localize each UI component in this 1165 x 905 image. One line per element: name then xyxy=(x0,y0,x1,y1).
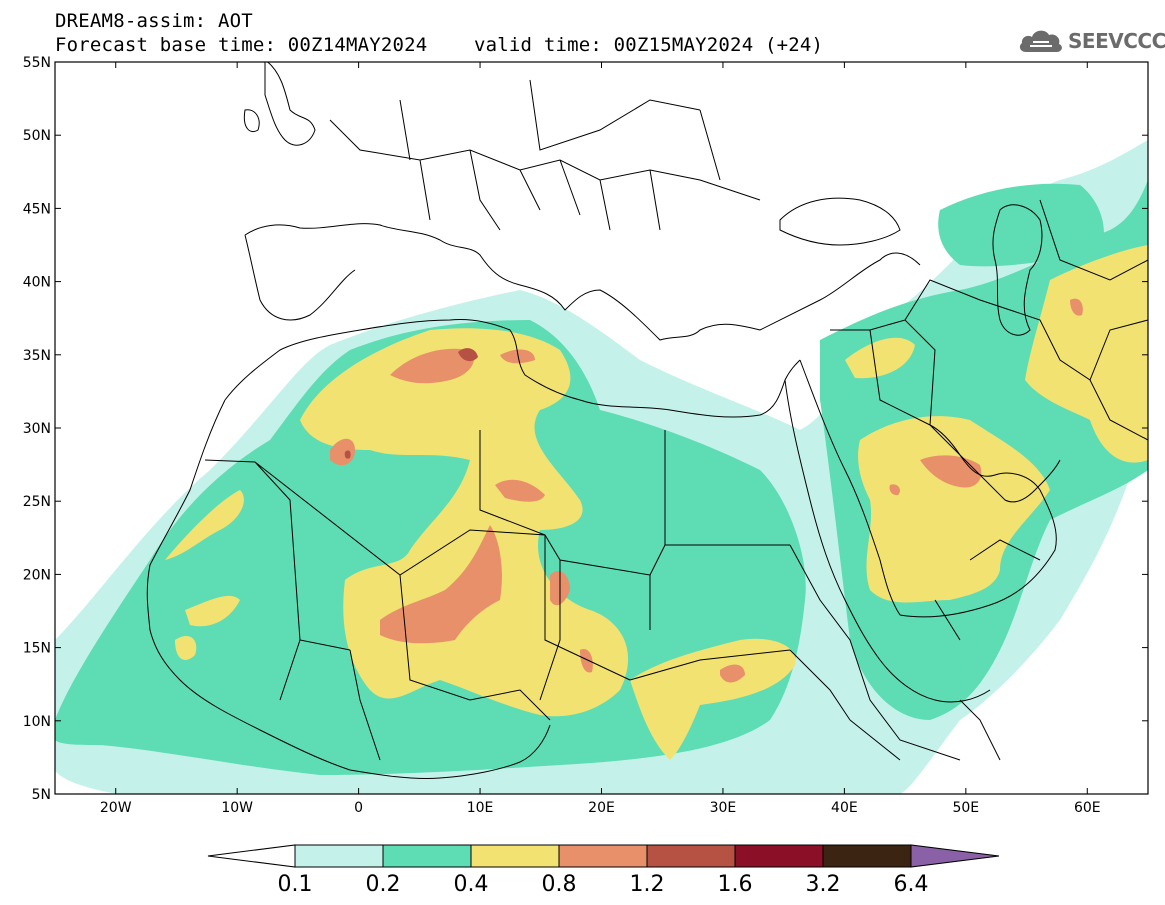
colorbar-label: 0.8 xyxy=(542,872,577,897)
lat-tick-label: 40N xyxy=(23,275,51,291)
colorbar-swatch xyxy=(294,844,384,868)
colorbar-swatch xyxy=(646,844,736,868)
lat-tick-label: 45N xyxy=(23,201,51,217)
colorbar-high-arrow xyxy=(910,844,1000,868)
colorbar-swatch xyxy=(470,844,560,868)
aot-field xyxy=(55,140,1148,794)
longitude-axis: 20W 10W 0 10E 20E 30E 40E 50E 60E xyxy=(100,62,1101,816)
lon-tick-label: 0 xyxy=(354,800,363,816)
coastline-black-sea xyxy=(779,197,901,246)
colorbar-label: 3.2 xyxy=(806,872,841,897)
map-title: DREAM8-assim: AOT xyxy=(55,10,253,32)
lat-tick-label: 5N xyxy=(32,787,51,803)
cloud-icon xyxy=(1019,30,1062,52)
seevccc-logo: SEEVCCC xyxy=(1018,26,1165,56)
coastline-north-africa xyxy=(224,319,801,418)
lat-tick-label: 55N xyxy=(23,55,51,71)
lon-tick-label: 40E xyxy=(831,800,858,816)
coastlines-borders xyxy=(146,62,1148,779)
colorbar-swatch xyxy=(734,844,824,868)
lon-tick-label: 50E xyxy=(952,800,979,816)
borders-east-africa xyxy=(789,544,1001,761)
colorbar-label: 1.2 xyxy=(630,872,665,897)
lon-tick-label: 60E xyxy=(1074,800,1101,816)
colorbar-label: 0.1 xyxy=(278,872,313,897)
lat-tick-label: 25N xyxy=(23,494,51,510)
colorbar-label: 0.4 xyxy=(454,872,489,897)
lon-tick-label: 20W xyxy=(100,800,132,816)
lat-tick-label: 50N xyxy=(23,128,51,144)
lat-tick-label: 35N xyxy=(23,348,51,364)
colorbar-swatch xyxy=(822,844,912,868)
colorbar-label: 0.2 xyxy=(366,872,401,897)
borders-middle-east xyxy=(830,199,1148,641)
colorbar: 0.1 0.2 0.4 0.8 1.2 1.6 3.2 6.4 xyxy=(207,844,1000,897)
lon-tick-label: 20E xyxy=(588,800,615,816)
colorbar-swatch xyxy=(558,844,648,868)
coastline-uk xyxy=(243,62,316,146)
logo-text: SEEVCCC xyxy=(1068,29,1165,53)
latitude-axis: 5N 10N 15N 20N 25N 30N 35N 40N 45N 50N 55N xyxy=(23,55,1148,803)
coastline-gulf xyxy=(929,424,1061,503)
colorbar-swatch xyxy=(382,844,472,868)
borders-africa xyxy=(204,430,791,761)
coastline-caspian xyxy=(992,204,1043,336)
lon-tick-label: 10E xyxy=(467,800,494,816)
lon-tick-label: 10W xyxy=(221,800,253,816)
coastline-europe xyxy=(244,223,921,341)
coastline-west-africa xyxy=(146,399,551,779)
lat-tick-label: 15N xyxy=(23,641,51,657)
borders-europe xyxy=(329,79,761,231)
aot-contour-1.2 xyxy=(344,348,478,459)
colorbar-label: 6.4 xyxy=(894,872,929,897)
lat-tick-label: 10N xyxy=(23,714,51,730)
colorbar-label: 1.6 xyxy=(718,872,753,897)
forecast-time-subtitle: Forecast base time: 00Z14MAY2024 valid t… xyxy=(55,34,824,56)
lat-tick-label: 20N xyxy=(23,567,51,583)
coastline-red-sea xyxy=(784,359,991,703)
lat-tick-label: 30N xyxy=(23,421,51,437)
lon-tick-label: 30E xyxy=(710,800,737,816)
colorbar-low-arrow xyxy=(207,844,296,868)
